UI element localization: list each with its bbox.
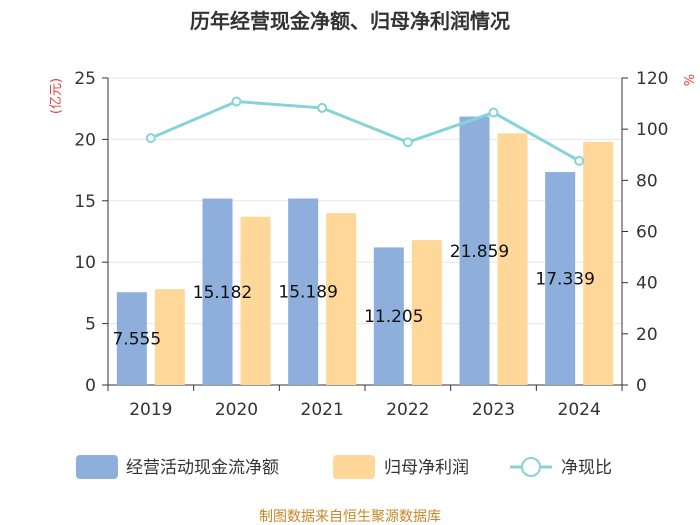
legend: 经营活动现金流净额 归母净利润 净现比 <box>76 455 612 479</box>
left-tick-label: 25 <box>74 69 96 89</box>
bar-net-profit <box>411 240 442 385</box>
legend-marker-ratio <box>521 457 541 477</box>
x-tick-label: 2019 <box>129 400 172 420</box>
bar-net-profit <box>154 289 185 385</box>
legend-label-net-profit: 归母净利润 <box>384 458 469 478</box>
ratio-point <box>317 102 328 113</box>
left-tick-label: 0 <box>85 376 96 396</box>
x-tick-label: 2024 <box>558 400 601 420</box>
right-tick-label: 100 <box>636 120 668 140</box>
bar-net-profit <box>497 133 528 385</box>
bar-cashflow <box>116 292 147 385</box>
bar-cashflow <box>545 172 576 385</box>
bar-value-label: 11.205 <box>364 307 423 327</box>
bar-value-label: 21.859 <box>450 242 509 262</box>
left-tick-label: 15 <box>74 192 96 212</box>
right-tick-label: 120 <box>636 69 668 89</box>
bar-cashflow <box>288 198 319 385</box>
ratio-point <box>402 137 413 148</box>
ratio-point <box>231 96 242 107</box>
x-tick-label: 2023 <box>472 400 515 420</box>
ratio-point <box>574 155 585 166</box>
source-note: 制图数据来自恒生聚源数据库 <box>259 509 441 525</box>
bar-cashflow <box>373 247 404 385</box>
right-tick-label: 80 <box>636 171 658 191</box>
grid <box>108 77 622 325</box>
bar-value-label: 7.555 <box>112 330 161 350</box>
left-tick-label: 5 <box>85 315 96 335</box>
ratio-point <box>488 107 499 118</box>
left-tick-label: 10 <box>74 253 96 273</box>
bar-value-label: 17.339 <box>535 270 594 290</box>
bars <box>116 116 614 386</box>
right-tick-label: 20 <box>636 325 658 345</box>
axes: 0 5 10 15 20 25 0 20 40 60 80 100 120 2019 2020 2021 202… <box>74 69 668 420</box>
bar-value-label: 15.189 <box>278 283 337 303</box>
right-axis-unit: % <box>680 74 695 86</box>
x-tick-label: 2021 <box>301 400 344 420</box>
left-tick-label: 20 <box>74 130 96 150</box>
x-tick-label: 2020 <box>215 400 258 420</box>
chart-title: 历年经营现金净额、归母净利润情况 <box>190 9 510 33</box>
right-tick-label: 0 <box>636 376 647 396</box>
legend-label-cashflow: 经营活动现金流净额 <box>126 458 279 478</box>
bar-value-label: 15.182 <box>193 283 252 303</box>
legend-label-ratio: 净现比 <box>561 458 612 478</box>
x-tick-label: 2022 <box>386 400 429 420</box>
bar-cashflow <box>202 198 233 385</box>
legend-swatch-net-profit <box>333 455 375 479</box>
data-labels: 7.555 15.182 15.189 11.205 21.859 17.339 <box>112 242 594 350</box>
right-tick-label: 40 <box>636 274 658 294</box>
bar-net-profit <box>240 216 271 385</box>
ratio-point <box>145 133 156 144</box>
left-axis-unit: (亿元) <box>49 78 64 114</box>
bar-cashflow <box>459 116 490 386</box>
legend-swatch-cashflow <box>76 455 118 479</box>
bar-net-profit <box>583 141 614 385</box>
ratio-line <box>145 96 585 166</box>
ratio-line-path <box>150 100 580 163</box>
bar-net-profit <box>326 213 357 385</box>
right-tick-label: 60 <box>636 223 658 243</box>
